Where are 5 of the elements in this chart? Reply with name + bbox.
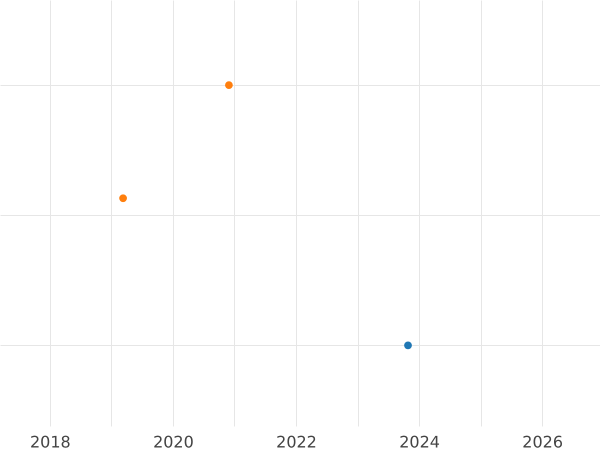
x-tick-label: 2024 xyxy=(399,432,440,450)
x-tick-label: 2022 xyxy=(276,432,317,450)
x-tick-label: 2020 xyxy=(153,432,194,450)
x-tick-label: 2018 xyxy=(30,432,71,450)
x-tick-label: 2026 xyxy=(522,432,564,450)
